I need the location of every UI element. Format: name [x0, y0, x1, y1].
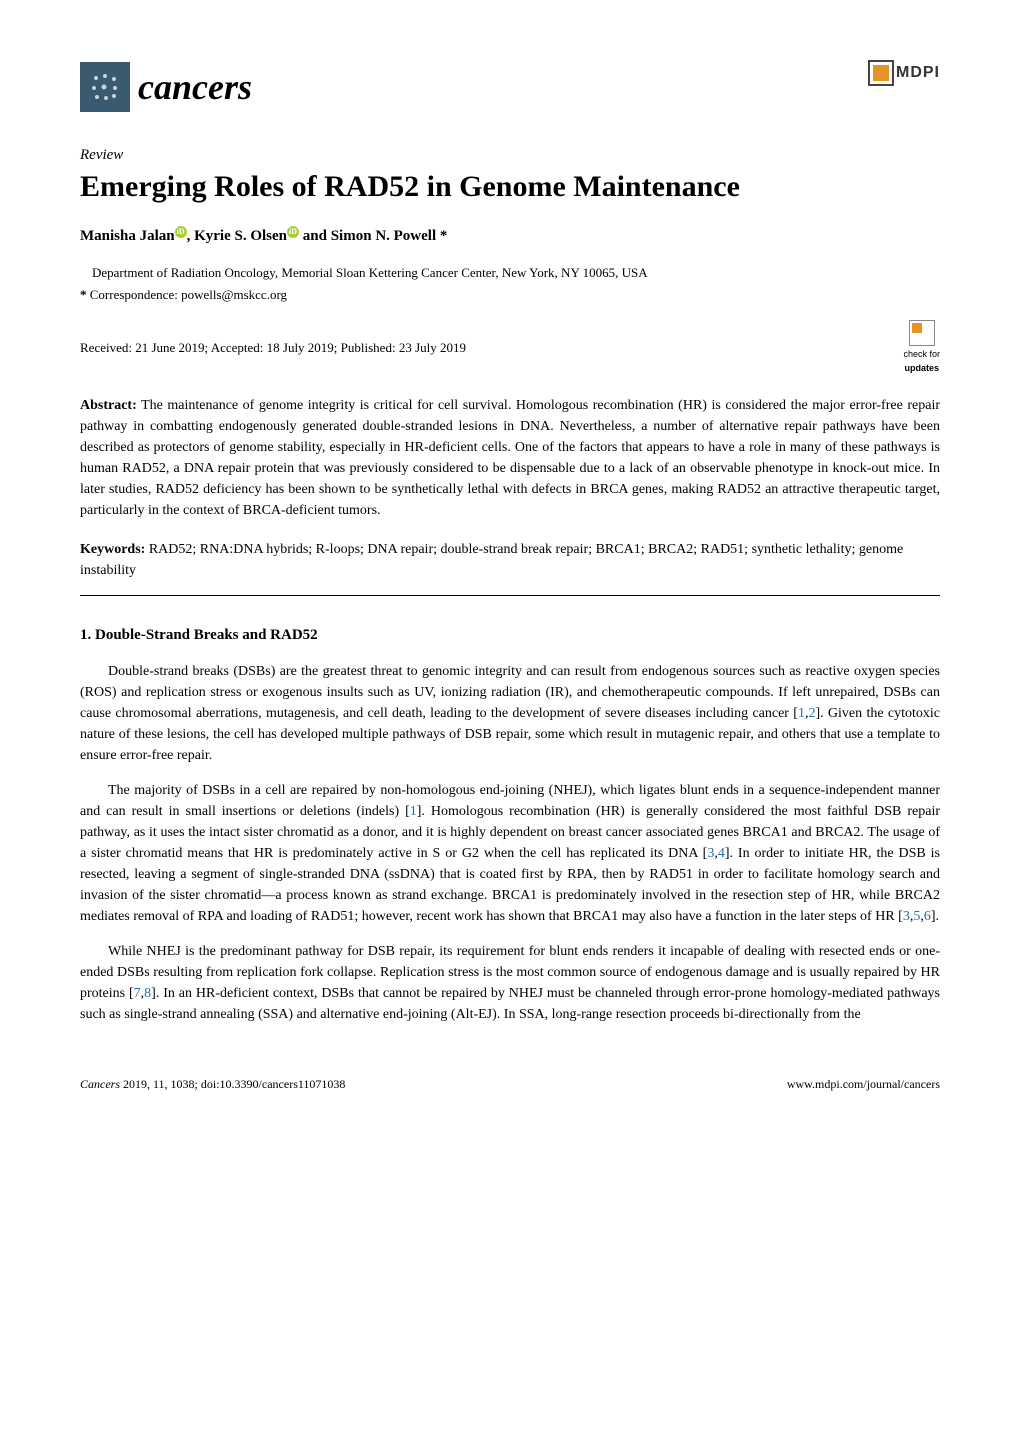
ref-link[interactable]: 6 — [924, 909, 931, 924]
check-updates-badge[interactable]: check for updates — [903, 320, 940, 375]
abstract: Abstract: The maintenance of genome inte… — [80, 395, 940, 521]
check-updates-line1: check for — [903, 348, 940, 362]
paragraph-3: While NHEJ is the predominant pathway fo… — [80, 941, 940, 1025]
page-header: cancers MDPI — [80, 60, 940, 114]
author-3: and Simon N. Powell * — [299, 228, 447, 244]
page-footer: Cancers 2019, 11, 1038; doi:10.3390/canc… — [80, 1075, 940, 1093]
check-updates-line2: updates — [903, 362, 940, 376]
mdpi-mark-icon — [868, 60, 894, 86]
article-type: Review — [80, 144, 940, 167]
keywords-text: RAD52; RNA:DNA hybrids; R-loops; DNA rep… — [80, 542, 903, 578]
abstract-label: Abstract: — [80, 398, 137, 413]
author-2: , Kyrie S. Olsen — [187, 228, 287, 244]
correspondence-marker: * — [80, 287, 87, 302]
footer-citation: Cancers 2019, 11, 1038; doi:10.3390/canc… — [80, 1075, 345, 1093]
publisher-name: MDPI — [896, 61, 940, 85]
paragraph-1: Double-strand breaks (DSBs) are the grea… — [80, 661, 940, 766]
check-updates-icon — [909, 320, 935, 346]
journal-logo-block: cancers — [80, 60, 252, 114]
ref-link[interactable]: 1 — [798, 706, 805, 721]
correspondence: * Correspondence: powells@mskcc.org — [80, 285, 940, 305]
section-1-heading: 1. Double-Strand Breaks and RAD52 — [80, 624, 940, 647]
footer-url[interactable]: www.mdpi.com/journal/cancers — [787, 1075, 940, 1093]
journal-name: cancers — [138, 60, 252, 114]
paragraph-2: The majority of DSBs in a cell are repai… — [80, 780, 940, 927]
keywords: Keywords: RAD52; RNA:DNA hybrids; R-loop… — [80, 539, 940, 581]
orcid-icon[interactable]: iD — [287, 226, 299, 238]
ref-link[interactable]: 4 — [718, 846, 725, 861]
footer-journal: Cancers — [80, 1077, 120, 1091]
footer-citation-text: 2019, 11, 1038; doi:10.3390/cancers11071… — [120, 1077, 345, 1091]
publisher-logo: MDPI — [868, 60, 940, 86]
author-list: Manisha JalaniD, Kyrie S. OlseniD and Si… — [80, 225, 940, 248]
orcid-icon[interactable]: iD — [175, 226, 187, 238]
keywords-label: Keywords: — [80, 542, 145, 557]
journal-logo-icon — [80, 62, 130, 112]
publisher-block: MDPI — [868, 60, 940, 94]
correspondence-text: Correspondence: powells@mskcc.org — [90, 287, 287, 302]
author-1: Manisha Jalan — [80, 228, 175, 244]
article-title: Emerging Roles of RAD52 in Genome Mainte… — [80, 169, 940, 205]
dates-row: Received: 21 June 2019; Accepted: 18 Jul… — [80, 320, 940, 375]
abstract-text: The maintenance of genome integrity is c… — [80, 398, 940, 518]
ref-link[interactable]: 7 — [134, 986, 141, 1001]
section-divider — [80, 595, 940, 596]
publication-dates: Received: 21 June 2019; Accepted: 18 Jul… — [80, 338, 466, 358]
affiliation: Department of Radiation Oncology, Memori… — [80, 263, 940, 283]
ref-link[interactable]: 3 — [903, 909, 910, 924]
ref-link[interactable]: 1 — [410, 804, 417, 819]
